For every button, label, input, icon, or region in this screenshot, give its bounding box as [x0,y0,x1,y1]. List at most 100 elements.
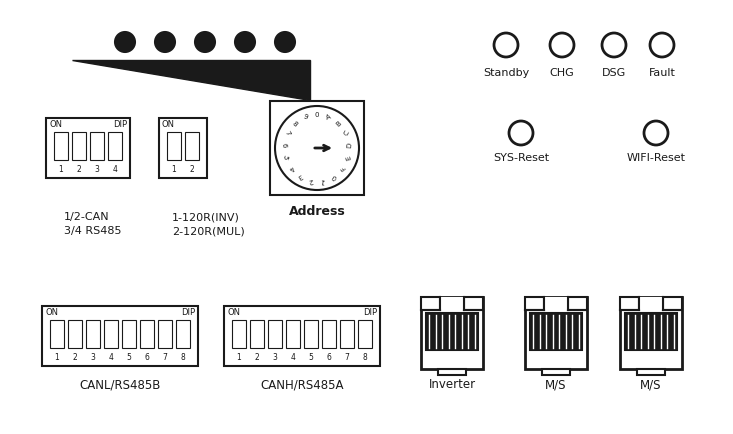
Text: 7: 7 [284,130,291,137]
Text: 1: 1 [172,165,177,174]
Bar [50,320,64,348]
Text: 6: 6 [327,353,331,362]
Text: 5: 5 [309,353,314,362]
Bar [440,297,465,310]
Bar [46,118,130,178]
Bar [268,320,282,348]
Bar [638,297,663,310]
Text: 2: 2 [190,165,194,174]
Bar [620,297,638,310]
Text: ON: ON [227,308,240,317]
Bar [530,313,582,350]
Bar [637,369,665,375]
Bar [232,320,246,348]
Text: C: C [343,130,350,137]
Circle shape [235,32,255,52]
Bar [426,313,478,350]
Bar [304,320,318,348]
Text: ON: ON [162,120,175,129]
Text: Fault: Fault [649,68,675,78]
Text: 7: 7 [163,353,167,362]
Text: 5: 5 [127,353,131,362]
Bar [358,320,372,348]
Text: B: B [336,120,343,128]
Text: 3: 3 [95,165,100,174]
Text: 6: 6 [144,353,150,362]
Text: 1: 1 [59,165,63,174]
Bar [54,132,68,160]
Text: Standby: Standby [483,68,529,78]
Text: 4: 4 [108,353,114,362]
Bar [176,320,190,348]
Text: 1: 1 [237,353,241,362]
Text: 6: 6 [281,142,287,148]
Bar [525,297,544,310]
Text: 2: 2 [254,353,259,362]
Text: M/S: M/S [640,378,662,391]
Bar [620,297,682,369]
Text: 3: 3 [273,353,277,362]
Bar [525,297,587,369]
Text: CHG: CHG [550,68,575,78]
Text: 2: 2 [77,165,81,174]
Polygon shape [72,60,310,100]
Bar [421,297,440,310]
Text: 5: 5 [281,154,289,160]
Text: 9: 9 [302,114,309,121]
Bar [625,313,677,350]
Text: 1: 1 [55,353,59,362]
Text: 3: 3 [296,172,303,180]
Circle shape [275,32,295,52]
Circle shape [115,32,135,52]
Bar [250,320,264,348]
Bar [158,320,172,348]
Text: ON: ON [45,308,58,317]
Bar [104,320,118,348]
Text: DIP: DIP [113,120,127,129]
Text: WIFI-Reset: WIFI-Reset [627,153,685,163]
Bar [224,306,380,366]
Text: 8: 8 [363,353,367,362]
Text: 1: 1 [320,177,326,184]
Bar [72,132,86,160]
Text: D: D [347,142,353,148]
Text: DIP: DIP [363,308,377,317]
Text: 4: 4 [287,164,295,171]
Bar [340,320,354,348]
Text: SYS-Reset: SYS-Reset [493,153,549,163]
Text: DSG: DSG [602,68,626,78]
Bar [90,132,104,160]
Text: DIP: DIP [181,308,195,317]
Bar [663,297,682,310]
Bar [86,320,100,348]
Bar [68,320,82,348]
Bar [122,320,136,348]
Text: 2: 2 [73,353,78,362]
Text: 2: 2 [309,177,314,184]
Bar [185,132,199,160]
Bar [42,306,198,366]
Text: ON: ON [49,120,62,129]
Bar [167,132,181,160]
Text: 3/4 RS485: 3/4 RS485 [64,226,122,236]
Text: 0: 0 [314,112,320,118]
Text: A: A [325,114,332,121]
Text: M/S: M/S [545,378,567,391]
Bar [286,320,300,348]
Bar [465,297,483,310]
Text: 1-120R(INV): 1-120R(INV) [172,212,240,222]
Bar [542,369,570,375]
Text: 1/2-CAN: 1/2-CAN [64,212,110,222]
Text: CANH/RS485A: CANH/RS485A [260,378,344,391]
Text: 8: 8 [291,120,298,127]
Text: F: F [339,164,347,171]
Text: E: E [345,154,353,160]
Bar [140,320,154,348]
Bar [568,297,587,310]
Text: 4: 4 [290,353,295,362]
Text: 3: 3 [91,353,95,362]
Bar [544,297,568,310]
Text: 8: 8 [180,353,185,362]
Text: 2-120R(MUL): 2-120R(MUL) [172,226,245,236]
Text: 0: 0 [331,172,338,180]
